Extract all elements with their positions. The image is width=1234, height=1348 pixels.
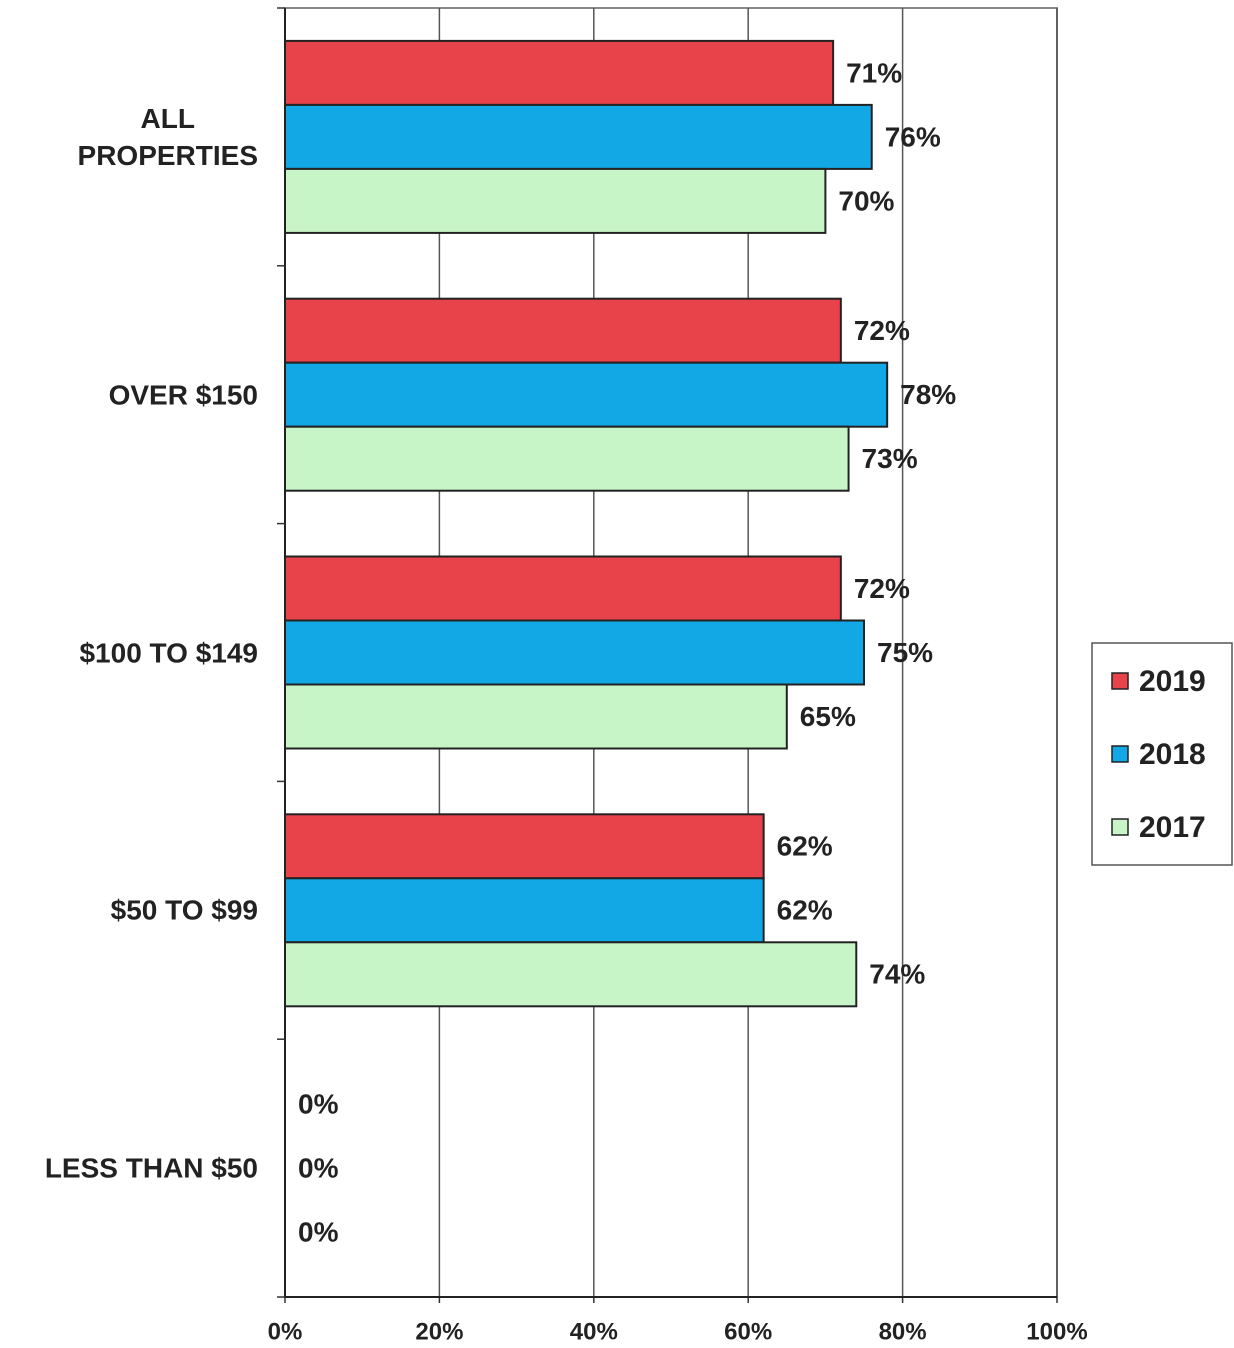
bar bbox=[284, 297, 842, 364]
value-label: 62% bbox=[777, 895, 833, 926]
bar bbox=[284, 941, 858, 1008]
value-label: 76% bbox=[885, 121, 941, 152]
value-label: 65% bbox=[800, 701, 856, 732]
y-tick-label: ALL PROPERTIES bbox=[77, 102, 258, 171]
value-label: 0% bbox=[298, 1152, 339, 1183]
value-label: 0% bbox=[298, 1088, 339, 1119]
bar bbox=[284, 555, 842, 622]
x-tick-label: 0% bbox=[268, 1318, 303, 1345]
x-tick-label: 100% bbox=[1026, 1318, 1087, 1345]
value-label: 73% bbox=[862, 443, 918, 474]
bar bbox=[284, 619, 865, 686]
x-tick-label: 80% bbox=[879, 1318, 927, 1345]
legend-swatch bbox=[1111, 818, 1129, 836]
legend-label: 2017 bbox=[1139, 811, 1206, 844]
y-tick-label: $100 TO $149 bbox=[79, 637, 258, 668]
y-tick-label: OVER $150 bbox=[108, 379, 258, 411]
value-label: 72% bbox=[854, 315, 910, 346]
value-label: 71% bbox=[846, 57, 902, 88]
bar bbox=[284, 103, 873, 170]
bar bbox=[284, 361, 889, 428]
x-tick-label: 20% bbox=[415, 1318, 463, 1345]
value-label: 62% bbox=[777, 831, 833, 862]
value-label: 78% bbox=[900, 379, 956, 410]
x-tick-label: 60% bbox=[724, 1318, 772, 1345]
value-label: 0% bbox=[298, 1216, 339, 1247]
legend-swatch bbox=[1111, 672, 1129, 690]
bar bbox=[284, 425, 850, 492]
value-label: 72% bbox=[854, 573, 910, 604]
value-label: 75% bbox=[877, 637, 933, 668]
bar bbox=[284, 39, 835, 106]
bar bbox=[284, 813, 765, 880]
legend-label: 2019 bbox=[1139, 665, 1206, 698]
y-tick-label: $50 TO $99 bbox=[110, 894, 258, 926]
bar bbox=[284, 877, 765, 944]
y-tick-label: LESS THAN $50 bbox=[44, 1152, 258, 1184]
legend-label: 2018 bbox=[1139, 738, 1206, 771]
legend-swatch bbox=[1111, 745, 1129, 763]
value-label: 74% bbox=[869, 959, 925, 990]
x-tick-label: 40% bbox=[570, 1318, 618, 1345]
bar bbox=[284, 683, 788, 750]
value-label: 70% bbox=[838, 185, 894, 216]
bar bbox=[284, 167, 827, 234]
